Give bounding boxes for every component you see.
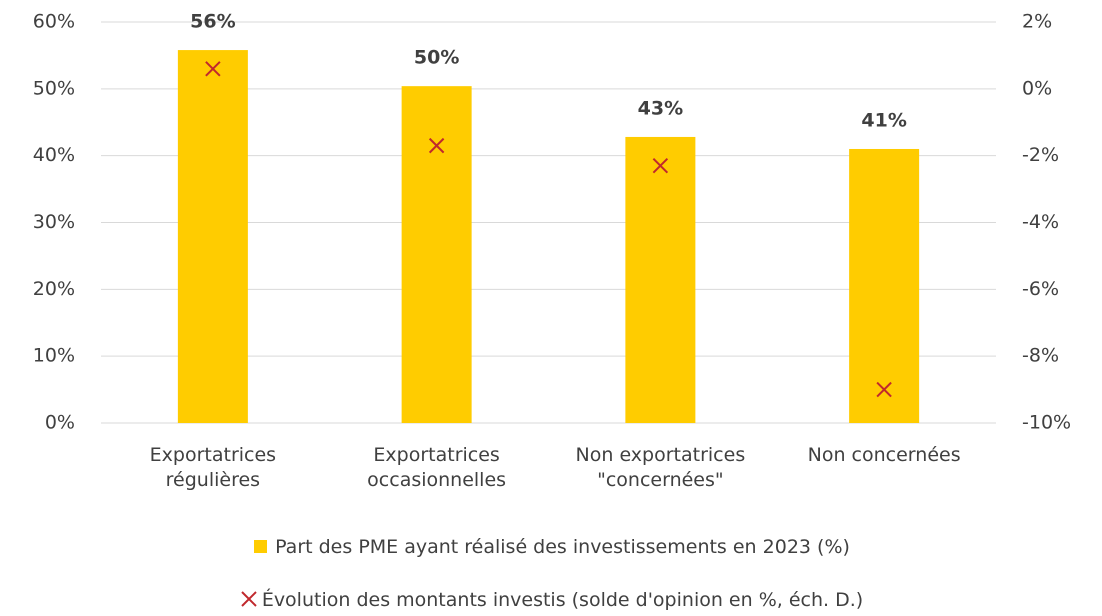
x-tick-label: Non exportatrices "concernées" [575, 444, 746, 491]
legend-label: Part des PME ayant réalisé des investiss… [275, 536, 850, 558]
x-tick-label: Exportatrices régulières [149, 444, 277, 491]
bar [177, 50, 248, 423]
y-tick-label: 40% [33, 144, 75, 166]
legend-entry: Part des PME ayant réalisé des investiss… [0, 536, 1102, 558]
y-tick-label: 20% [33, 278, 75, 300]
cross-marker [428, 137, 445, 154]
y-tick-label: 0% [45, 412, 75, 434]
bar [849, 148, 920, 423]
cross-marker [205, 61, 221, 77]
data-label: 41% [861, 109, 906, 131]
y2-tick-label: -4% [1022, 211, 1059, 233]
bar [401, 86, 472, 423]
legend-icon [254, 540, 268, 553]
y-tick-label: 30% [33, 211, 75, 233]
y2-tick-label: -6% [1022, 278, 1059, 300]
y2-tick-label: -8% [1022, 345, 1059, 367]
legend-swatch [241, 591, 257, 607]
legend-icon [241, 591, 257, 607]
bar [625, 136, 696, 423]
y2-tick-label: 0% [1022, 77, 1052, 99]
data-label: 56% [190, 11, 235, 33]
x-tick-label: Non concernées [807, 444, 961, 466]
legend-label: Évolution des montants investis (solde d… [261, 589, 864, 611]
y2-tick-label: -10% [1022, 412, 1071, 434]
y2-tick-label: 2% [1022, 11, 1052, 33]
data-label: 43% [638, 97, 683, 119]
cross-marker [876, 381, 892, 398]
x-tick-label: Exportatrices occasionnelles [367, 444, 507, 491]
y-tick-label: 50% [33, 77, 75, 99]
data-label: 50% [414, 47, 459, 69]
y2-tick-label: -2% [1022, 144, 1059, 166]
y-tick-label: 60% [33, 11, 75, 33]
legend-entry: Évolution des montants investis (solde d… [0, 589, 1102, 611]
legend-swatch [254, 540, 268, 553]
y-tick-label: 10% [33, 345, 75, 367]
cross-marker [652, 157, 669, 174]
